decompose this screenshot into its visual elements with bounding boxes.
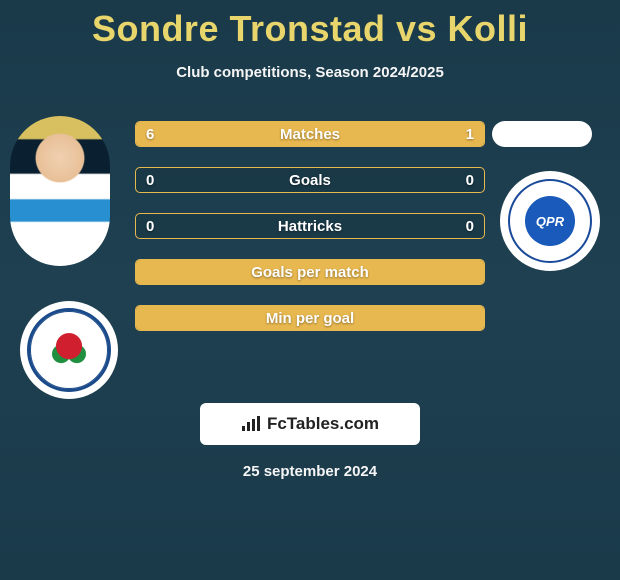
brand-badge: FcTables.com [200, 403, 420, 445]
blackburn-rovers-crest-icon [27, 308, 111, 392]
player-right-photo-placeholder [492, 121, 592, 147]
chart-icon [241, 416, 261, 432]
stat-row-hattricks: 0 Hattricks 0 [135, 213, 485, 239]
qpr-crest-center: QPR [525, 196, 575, 246]
club-badge-right: QPR [500, 171, 600, 271]
page-title: Sondre Tronstad vs Kolli [0, 0, 620, 50]
club-badge-left [20, 301, 118, 399]
stat-label: Min per goal [136, 310, 484, 327]
stat-label: Goals [136, 172, 484, 189]
brand-text: FcTables.com [267, 414, 379, 434]
stats-column: 6 Matches 1 0 Goals 0 0 Hattricks 0 Goal… [135, 121, 485, 351]
player-left-photo-inner [10, 116, 110, 266]
stat-row-matches: 6 Matches 1 [135, 121, 485, 147]
stat-row-goals-per-match: Goals per match [135, 259, 485, 285]
comparison-panel: QPR 6 Matches 1 0 Goals 0 0 Hattricks 0 … [0, 121, 620, 401]
stat-label: Matches [136, 126, 484, 143]
stat-row-goals: 0 Goals 0 [135, 167, 485, 193]
stat-label: Goals per match [136, 264, 484, 281]
stat-right-value: 1 [466, 126, 474, 143]
footer-date: 25 september 2024 [0, 463, 620, 480]
stat-row-min-per-goal: Min per goal [135, 305, 485, 331]
subtitle: Club competitions, Season 2024/2025 [0, 64, 620, 81]
stat-label: Hattricks [136, 218, 484, 235]
qpr-crest-icon: QPR [508, 179, 592, 263]
stat-right-value: 0 [466, 172, 474, 189]
stat-right-value: 0 [466, 218, 474, 235]
player-left-photo [10, 116, 110, 266]
